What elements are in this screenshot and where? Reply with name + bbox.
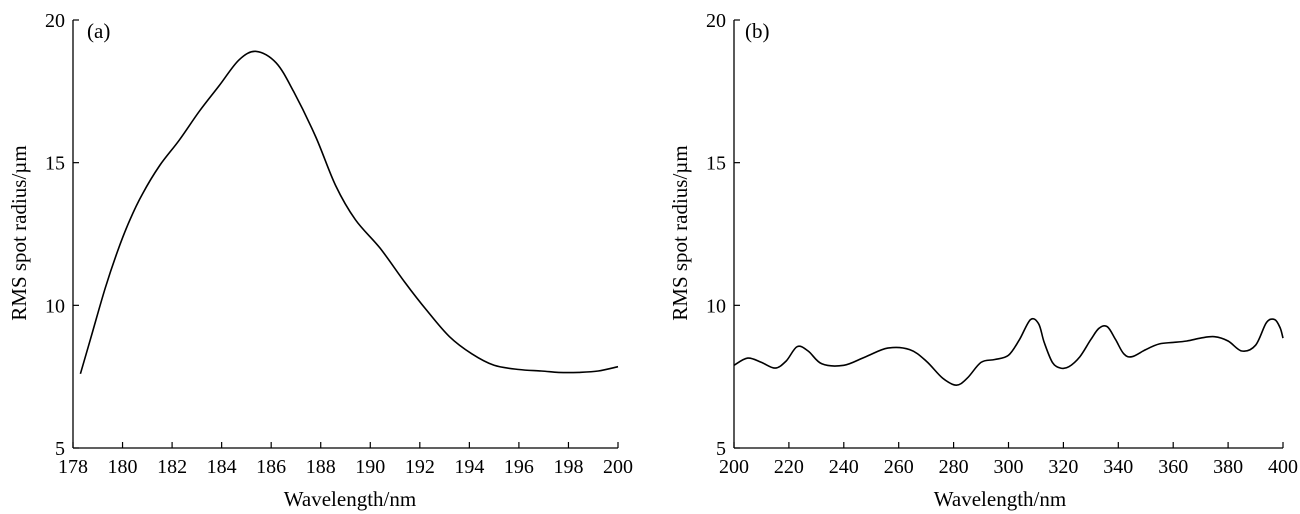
y-axis-title: RMS spot radius/µm <box>668 145 692 320</box>
y-tick-label: 5 <box>55 438 65 460</box>
x-tick-label: 188 <box>306 456 336 478</box>
panel-b: 200 220 240 260 280 300 320 340 360 380 400 5 10 15 2… <box>668 10 1298 511</box>
x-tick-label: 220 <box>774 456 804 478</box>
y-tick-label: 15 <box>45 153 65 175</box>
x-tick-label: 200 <box>603 456 633 478</box>
x-tick-label: 260 <box>884 456 914 478</box>
y-ticks: 5 10 15 20 <box>45 10 79 460</box>
panel-label: (a) <box>87 19 110 43</box>
y-tick-label: 10 <box>45 295 65 317</box>
y-ticks: 5 10 15 20 <box>706 10 740 460</box>
x-tick-label: 240 <box>829 456 859 478</box>
x-tick-label: 182 <box>157 456 187 478</box>
y-tick-label: 20 <box>45 10 65 32</box>
x-tick-label: 196 <box>504 456 534 478</box>
y-tick-label: 20 <box>706 10 726 32</box>
y-tick-label: 5 <box>716 438 726 460</box>
series-line <box>733 317 1284 387</box>
panel-label: (b) <box>745 19 770 43</box>
x-axis-title: Wavelength/nm <box>284 487 416 511</box>
x-ticks: 178 180 182 184 186 188 190 192 194 196 198 200 <box>58 442 633 478</box>
x-tick-label: 340 <box>1103 456 1133 478</box>
x-tick-label: 186 <box>256 456 286 478</box>
x-ticks: 200 220 240 260 280 300 320 340 360 380 400 <box>719 442 1298 478</box>
x-tick-label: 180 <box>108 456 138 478</box>
x-tick-label: 178 <box>58 456 88 478</box>
panel-a: 178 180 182 184 186 188 190 192 194 196 198 200 5 10… <box>7 10 633 511</box>
x-tick-label: 280 <box>939 456 969 478</box>
y-axis-title: RMS spot radius/µm <box>7 145 31 320</box>
x-tick-label: 380 <box>1213 456 1243 478</box>
x-tick-label: 184 <box>207 456 237 478</box>
y-tick-label: 15 <box>706 153 726 175</box>
x-tick-label: 198 <box>553 456 583 478</box>
x-tick-label: 190 <box>355 456 385 478</box>
x-tick-label: 192 <box>405 456 435 478</box>
series-line <box>79 50 619 375</box>
x-tick-label: 194 <box>454 456 484 478</box>
x-tick-label: 320 <box>1048 456 1078 478</box>
x-axis-title: Wavelength/nm <box>934 487 1066 511</box>
x-tick-label: 300 <box>994 456 1024 478</box>
x-tick-label: 200 <box>719 456 749 478</box>
x-tick-label: 400 <box>1268 456 1298 478</box>
y-tick-label: 10 <box>706 295 726 317</box>
x-tick-label: 360 <box>1158 456 1188 478</box>
